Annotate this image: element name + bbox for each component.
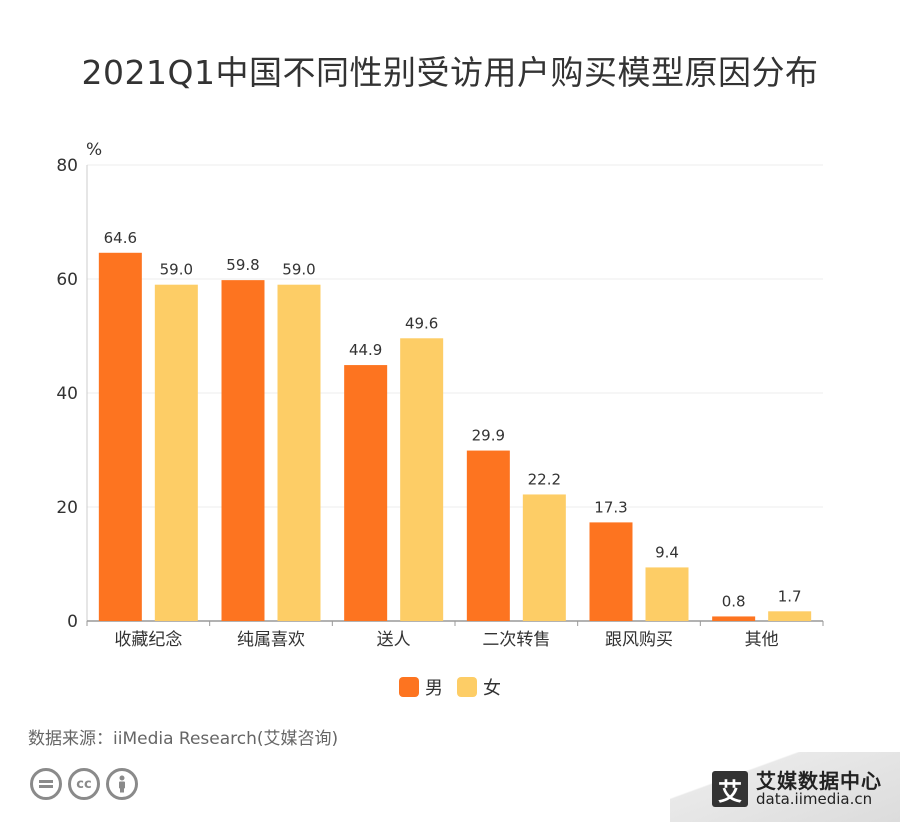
cc-icon: cc — [68, 768, 100, 800]
data-label: 0.8 — [722, 592, 746, 610]
y-tick-label: 20 — [56, 498, 78, 518]
x-tick-label: 二次转售 — [482, 630, 550, 650]
data-source: 数据来源：iiMedia Research(艾媒咨询) — [28, 729, 339, 749]
bar-female — [154, 284, 198, 621]
legend-item-male[interactable]: 男 — [399, 674, 443, 700]
bar-male — [221, 280, 265, 621]
data-label: 59.8 — [226, 256, 259, 274]
legend: 男 女 — [0, 674, 900, 700]
data-label: 59.0 — [282, 261, 315, 279]
data-label: 9.4 — [655, 543, 679, 561]
legend-label-male: 男 — [425, 678, 443, 699]
data-label: 59.0 — [160, 261, 193, 279]
brand: 艾 艾媒数据中心 data.iimedia.cn — [712, 771, 882, 808]
brand-url: data.iimedia.cn — [756, 790, 873, 808]
data-label: 64.6 — [104, 229, 137, 247]
data-label: 22.2 — [528, 470, 561, 488]
license-icons: cc — [30, 768, 138, 800]
x-tick-label: 其他 — [745, 630, 779, 650]
brand-band — [670, 752, 900, 822]
bar-female — [522, 494, 566, 621]
y-axis-label: % — [86, 140, 102, 160]
brand-logo: 艾 — [712, 771, 748, 808]
bar-female — [768, 611, 812, 621]
chart-title: 2021Q1中国不同性别受访用户购买模型原因分布 — [81, 53, 819, 92]
x-tick-label: 收藏纪念 — [114, 629, 182, 650]
bar-male — [712, 616, 756, 621]
data-label: 29.9 — [472, 427, 505, 445]
bar-male — [98, 252, 142, 621]
equals-icon — [30, 768, 62, 800]
data-label: 49.6 — [405, 314, 438, 332]
data-label: 1.7 — [778, 587, 802, 605]
legend-swatch-male — [399, 677, 419, 697]
data-label: 17.3 — [594, 498, 627, 516]
bar-male — [589, 522, 633, 621]
x-tick-label: 送人 — [377, 630, 411, 650]
legend-item-female[interactable]: 女 — [457, 674, 501, 700]
bar-female — [645, 567, 689, 621]
y-tick-label: 80 — [56, 156, 78, 176]
y-tick-label: 0 — [67, 612, 78, 632]
brand-name: 艾媒数据中心 — [756, 769, 882, 793]
bar-male — [466, 450, 510, 621]
data-label: 44.9 — [349, 341, 382, 359]
bar-chart: 0 20 40 60 80% 64.6 59.0 收藏纪念 59.8 59.0 纯属喜欢 44.9 49… — [56, 140, 824, 650]
y-tick-label: 40 — [56, 384, 78, 404]
legend-swatch-female — [457, 677, 477, 697]
bar-female — [400, 338, 444, 621]
bar-female — [277, 284, 321, 621]
y-tick-label: 60 — [56, 270, 78, 290]
bar-male — [344, 365, 388, 621]
x-tick-label: 纯属喜欢 — [237, 630, 305, 650]
legend-label-female: 女 — [483, 678, 501, 699]
x-tick-label: 跟风购买 — [605, 630, 673, 650]
person-icon — [106, 768, 138, 800]
